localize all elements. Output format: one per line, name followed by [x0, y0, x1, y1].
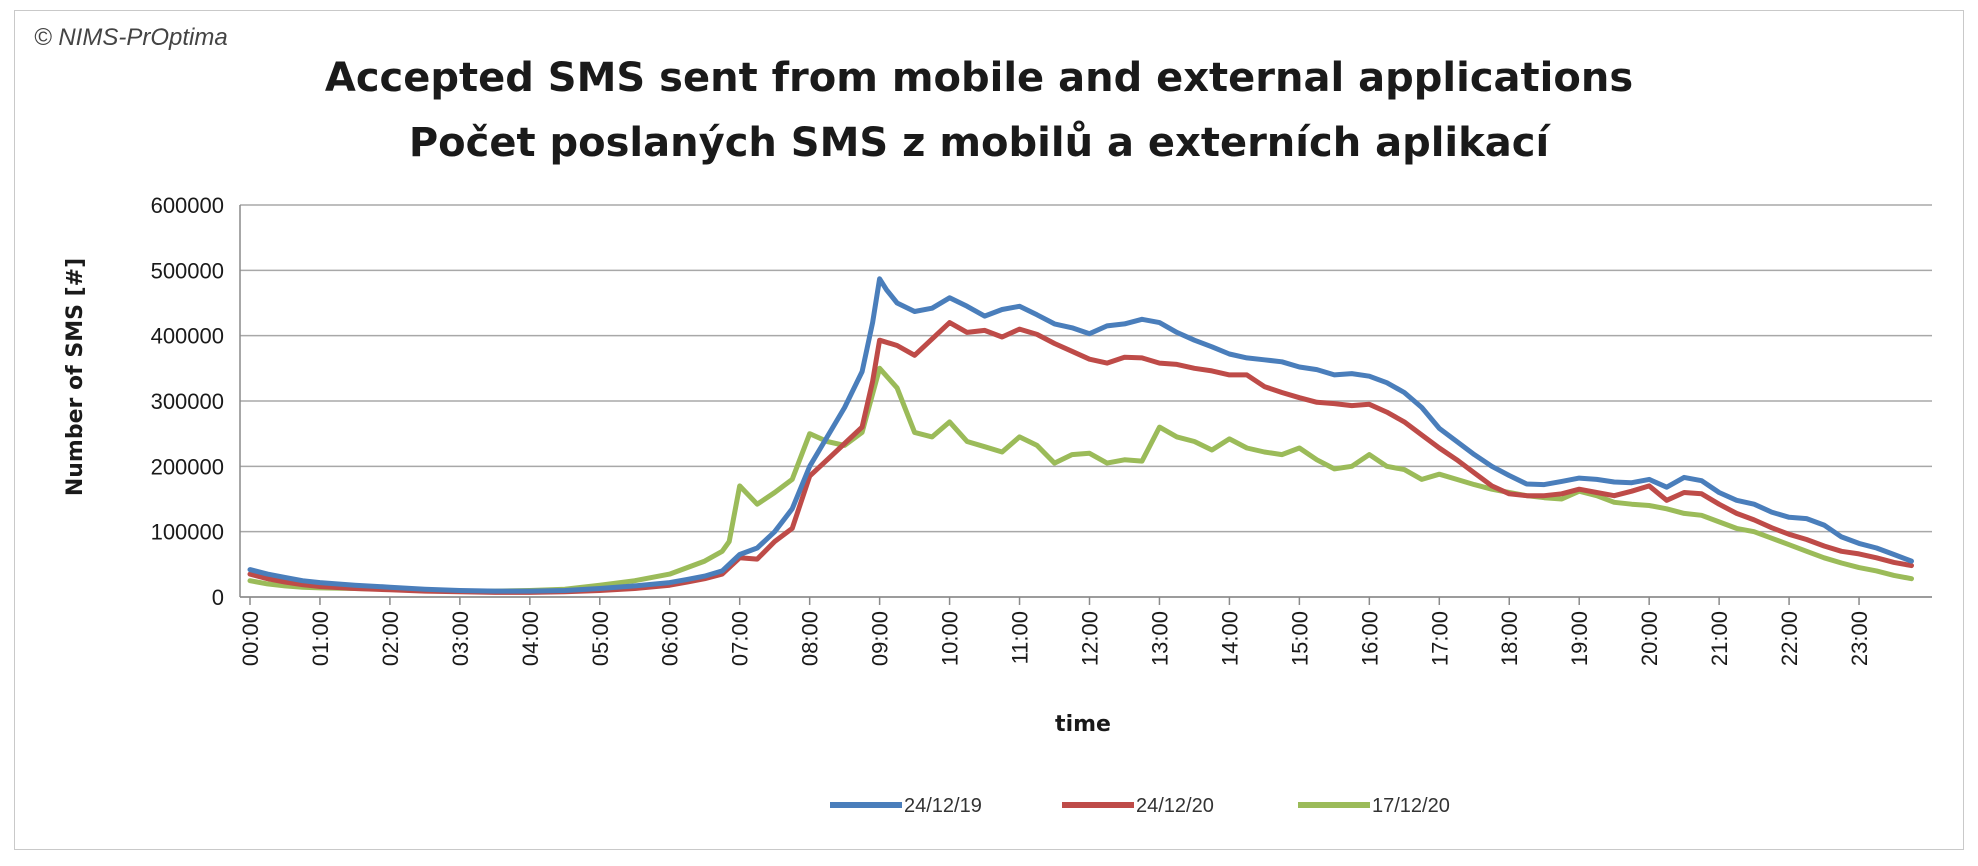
x-tick-label: 06:00 [658, 611, 683, 666]
x-tick-label: 14:00 [1217, 611, 1242, 666]
chart-subtitle: Počet poslaných SMS z mobilů a externích… [408, 120, 1550, 166]
gridlines [240, 204, 1932, 598]
series-line [247, 276, 1914, 594]
x-tick-label: 11:00 [1008, 611, 1033, 664]
legend: 24/12/19 24/12/20 17/12/20 [830, 795, 1450, 817]
x-tick-label: 22:00 [1777, 611, 1802, 666]
x-tick-label: 12:00 [1077, 611, 1102, 666]
x-tick-label: 02:00 [378, 611, 403, 666]
x-tick-label: 20:00 [1637, 611, 1662, 666]
x-tick-label: 08:00 [798, 611, 823, 666]
y-tick-labels: 0 100000 200000 300000 400000 500000 600000 [151, 193, 224, 610]
chart-frame [14, 10, 1964, 850]
x-tick-label: 16:00 [1357, 611, 1382, 666]
legend-label: 17/12/20 [1372, 795, 1450, 817]
x-tick-label: 05:00 [588, 611, 613, 666]
y-tick-label: 300000 [151, 389, 224, 414]
x-tick-label: 00:00 [238, 611, 263, 666]
y-axis-title: Number of SMS [#] [63, 258, 88, 496]
series-line [247, 365, 1914, 594]
x-tick-label: 07:00 [728, 611, 753, 666]
axes [239, 205, 1932, 605]
y-tick-label: 0 [212, 585, 224, 610]
copyright-text: © NIMS-PrOptima [34, 24, 228, 51]
y-tick-label: 200000 [151, 454, 224, 479]
x-tick-label: 09:00 [868, 611, 893, 666]
x-tick-label: 23:00 [1847, 611, 1872, 666]
legend-label: 24/12/19 [904, 795, 982, 817]
x-tick-label: 18:00 [1497, 611, 1522, 666]
x-tick-label: 21:00 [1707, 611, 1732, 666]
x-tick-label: 15:00 [1287, 611, 1312, 666]
series-line [247, 320, 1914, 595]
y-tick-label: 400000 [151, 324, 224, 349]
x-tick-labels: 00:00 01:00 02:00 03:00 04:00 05:00 06:00 07:00… [238, 611, 1872, 666]
y-tick-label: 600000 [151, 193, 224, 218]
x-tick-label: 03:00 [448, 611, 473, 666]
x-tick-label: 17:00 [1427, 611, 1452, 666]
y-tick-label: 100000 [151, 520, 224, 545]
x-tick-label: 01:00 [308, 611, 333, 666]
x-tick-label: 10:00 [938, 611, 963, 666]
series-lines [247, 276, 1914, 595]
x-tick-label: 19:00 [1567, 611, 1592, 666]
legend-label: 24/12/20 [1136, 795, 1214, 817]
x-axis-title: time [1055, 712, 1111, 737]
x-tick-label: 13:00 [1147, 611, 1172, 666]
x-tick-label: 04:00 [518, 611, 543, 666]
chart-title: Accepted SMS sent from mobile and extern… [324, 55, 1634, 101]
y-tick-label: 500000 [151, 258, 224, 283]
